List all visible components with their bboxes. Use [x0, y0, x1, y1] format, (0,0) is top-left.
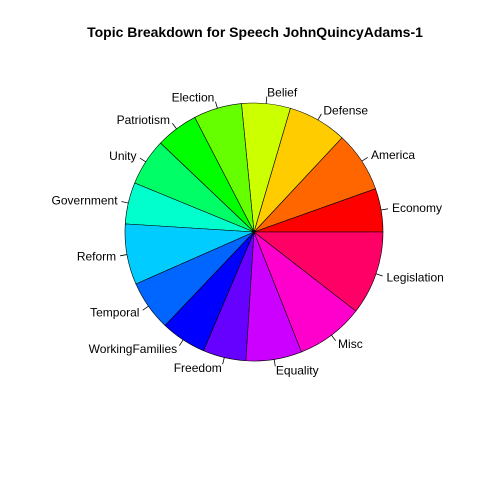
label-tick-government [121, 201, 129, 204]
slice-label-government: Government [52, 194, 119, 208]
label-tick-defense [317, 113, 322, 121]
slice-label-patriotism: Patriotism [117, 113, 170, 127]
slice-label-election: Election [172, 91, 215, 105]
slice-label-reform: Reform [77, 250, 116, 264]
slice-label-temporal: Temporal [90, 306, 139, 320]
label-tick-america [361, 156, 368, 162]
label-tick-unity [139, 157, 146, 163]
slices-group [124, 102, 384, 362]
slice-label-unity: Unity [109, 149, 136, 163]
slice-label-belief: Belief [267, 86, 298, 100]
chart-title: Topic Breakdown for Speech JohnQuincyAda… [87, 24, 423, 40]
slice-label-freedom: Freedom [174, 361, 222, 375]
label-tick-workingfamilies [178, 339, 184, 346]
label-tick-economy [381, 208, 389, 211]
slice-label-america: America [371, 148, 415, 162]
slice-label-workingfamilies: WorkingFamilies [89, 342, 177, 356]
slice-label-economy: Economy [392, 201, 442, 215]
pie-slice-legislation [253, 231, 384, 312]
slice-label-misc: Misc [338, 337, 363, 351]
label-tick-belief [265, 96, 268, 104]
slice-label-equality: Equality [276, 363, 319, 377]
label-tick-freedom [222, 357, 225, 365]
label-tick-election [215, 101, 218, 109]
label-tick-reform [120, 254, 128, 257]
slice-label-defense: Defense [323, 103, 368, 117]
label-tick-equality [273, 359, 276, 367]
label-tick-patriotism [172, 122, 177, 130]
slice-label-legislation: Legislation [386, 270, 443, 284]
label-tick-temporal [142, 305, 149, 311]
label-tick-legislation [375, 273, 383, 277]
label-tick-misc [331, 334, 336, 342]
labels-group: Economy America Defense Belief ElectionPatri… [52, 86, 444, 378]
